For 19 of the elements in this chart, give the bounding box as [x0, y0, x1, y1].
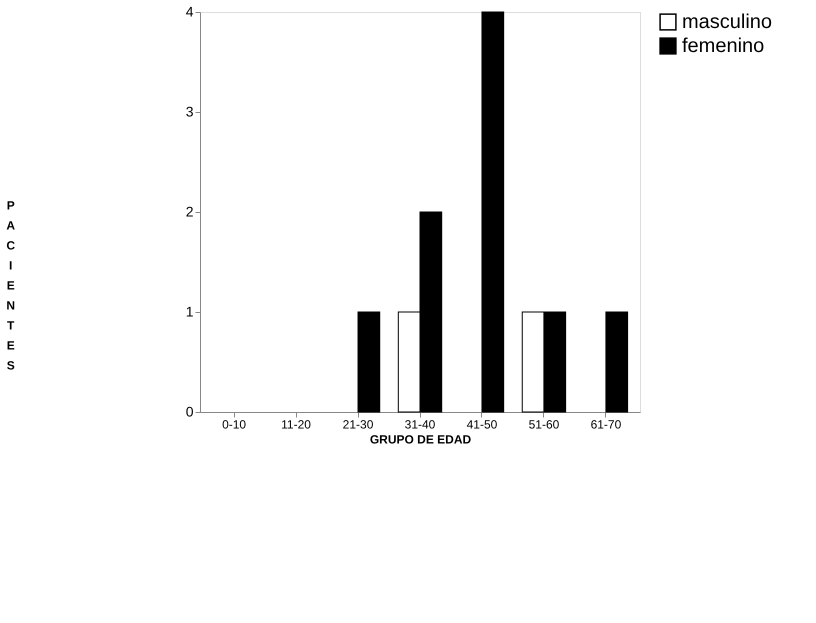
bar [481, 12, 504, 412]
bar [358, 312, 380, 412]
x-tick-label: 0-10 [222, 418, 246, 432]
text: PACIENTES [6, 198, 16, 372]
y-tick-label: 2 [186, 204, 194, 220]
x-tick-label: 31-40 [404, 418, 436, 432]
y-tick-label: 4 [186, 4, 194, 20]
x-axis-title: GRUPO DE EDAD [370, 432, 472, 446]
y-tick-label: 0 [186, 404, 194, 420]
x-tick-label: 41-50 [466, 418, 498, 432]
y-tick-label: 3 [186, 104, 194, 120]
legend-label: femenino [682, 35, 764, 57]
x-tick-label: 61-70 [590, 418, 622, 432]
y-tick-label: 1 [186, 304, 194, 320]
x-tick-label: 11-20 [281, 418, 312, 432]
legend-label: masculino [682, 11, 772, 33]
x-tick-label: 21-30 [342, 418, 374, 432]
x-tick-label: 51-60 [528, 418, 560, 432]
bar [605, 312, 628, 412]
